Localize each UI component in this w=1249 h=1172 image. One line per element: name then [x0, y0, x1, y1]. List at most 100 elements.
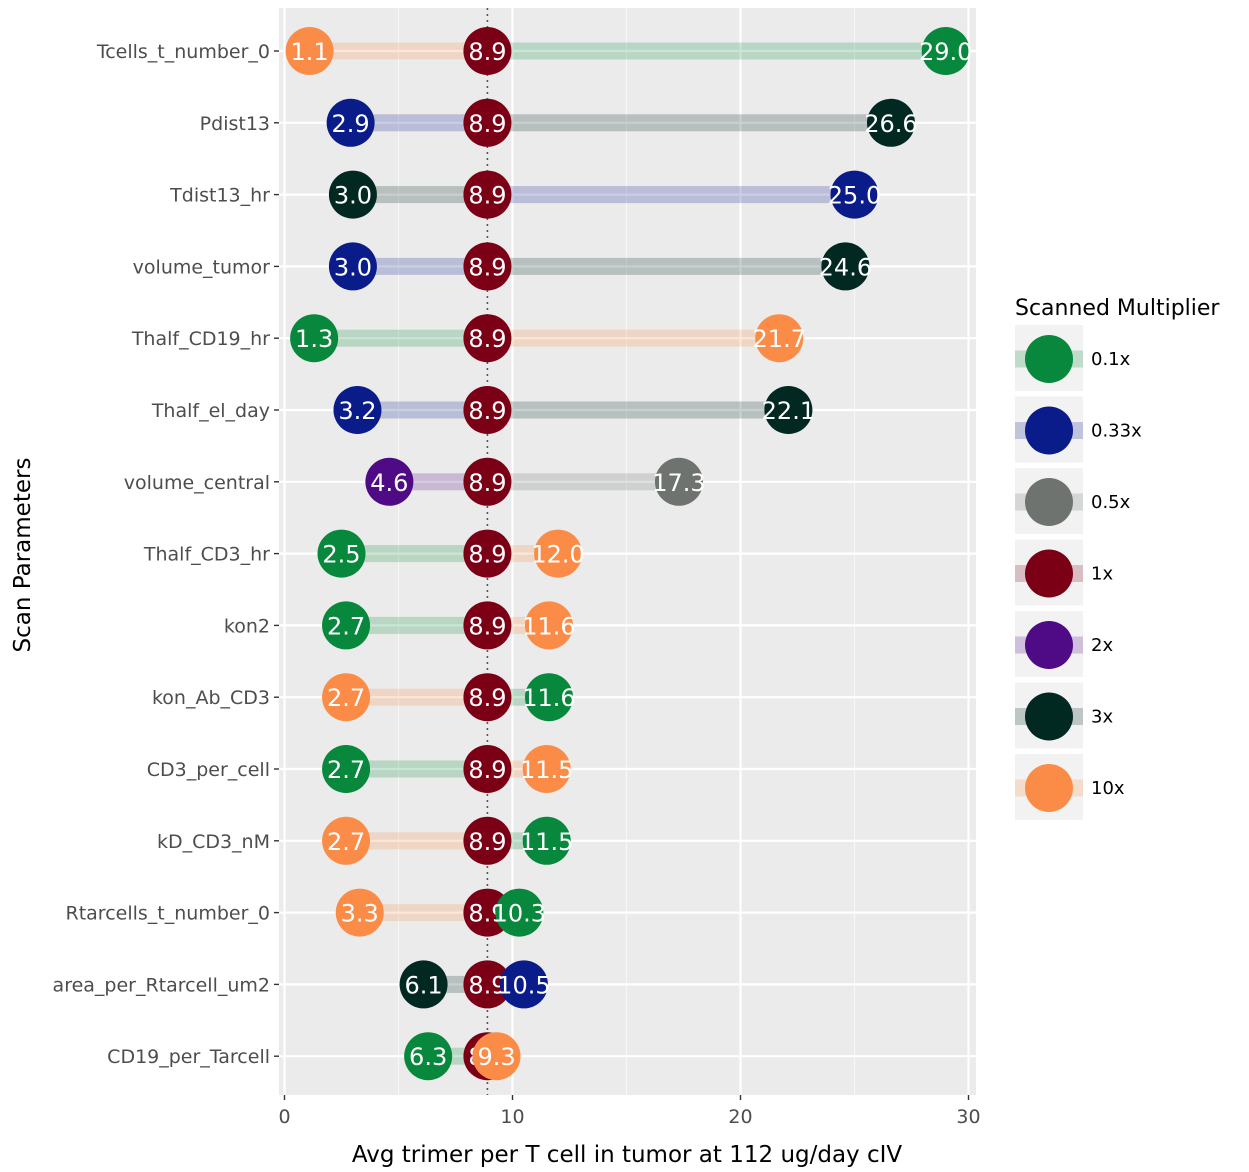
point-baseline	[463, 816, 512, 865]
y-tick-label: kon_Ab_CD3	[152, 687, 270, 709]
legend-entry-label: 0.1x	[1091, 349, 1131, 370]
point-high	[524, 601, 573, 650]
point-high	[499, 960, 548, 1009]
point-high	[866, 98, 915, 147]
point-low-label: 2.9	[332, 110, 370, 138]
legend-key-dot	[1025, 764, 1073, 812]
point-baseline	[463, 745, 512, 793]
legend-entry-label: 3x	[1091, 707, 1113, 728]
y-axis: Tcells_t_number_0 Pdist13 Tdist13_hrvolume…	[53, 41, 279, 1068]
x-tick-label: 30	[956, 1106, 980, 1128]
point-baseline-label: 8.9	[468, 253, 506, 281]
range-bar	[346, 616, 488, 634]
y-tick-label: Tcells_t_number_0	[96, 41, 270, 63]
range-bars	[309, 42, 946, 1065]
point-low	[328, 170, 377, 219]
point-high-label: 22.1	[762, 397, 815, 425]
point-low	[335, 888, 384, 937]
point-baseline	[463, 457, 512, 506]
point-low	[285, 27, 334, 75]
point-low-label: 1.1	[290, 38, 328, 66]
legend-entry-label: 1x	[1091, 564, 1113, 585]
y-tick-label: Tdist13_hr	[169, 185, 270, 207]
y-tick-label: CD19_per_Tarcell	[107, 1046, 270, 1068]
point-low	[322, 745, 371, 793]
range-bar	[487, 186, 855, 204]
point-low-label: 1.3	[295, 325, 333, 353]
point-low-label: 2.7	[327, 612, 365, 640]
point-low-label: 3.0	[334, 253, 372, 281]
point-high	[830, 170, 879, 219]
point-high	[522, 816, 571, 865]
point-high-label: 26.6	[864, 110, 917, 138]
range-bar	[352, 257, 488, 275]
point-baseline	[463, 98, 512, 147]
point-baseline-label: 8.9	[468, 182, 506, 210]
point-low	[317, 529, 366, 578]
range-bar	[359, 904, 488, 922]
point-baseline-label: 8.9	[468, 541, 506, 569]
y-tick-label: Rtarcells_t_number_0	[66, 903, 270, 925]
point-baseline	[463, 529, 512, 578]
point-high	[755, 314, 804, 363]
point-low-label: 4.6	[370, 469, 408, 497]
point-low	[290, 314, 339, 363]
point-low-label: 3.3	[341, 900, 379, 928]
point-high-label: 10.5	[497, 971, 550, 999]
point-high	[522, 745, 571, 793]
point-baseline	[463, 242, 512, 291]
point-high-label: 10.3	[493, 900, 546, 928]
point-low	[322, 601, 371, 650]
legend: Scanned Multiplier 0.1x 0.33x 0.5x 1x 2x 3x 10…	[1015, 296, 1220, 820]
point-low	[322, 816, 371, 865]
point-baseline-label: 8.9	[468, 38, 506, 66]
point-baseline-label: 8.9	[468, 110, 506, 138]
range-bar	[346, 832, 488, 850]
range-bar	[487, 473, 679, 491]
point-high	[921, 27, 970, 75]
point-baseline	[463, 170, 512, 219]
point-baseline-label: 8.9	[468, 684, 506, 712]
point-high-label: 11.6	[522, 612, 575, 640]
point-low	[333, 386, 382, 434]
x-axis: 0 10 20 30	[278, 1095, 981, 1128]
point-high-label: 25.0	[828, 182, 881, 210]
x-tick-label: 20	[728, 1106, 752, 1128]
point-high-label: 29.0	[919, 38, 972, 66]
x-tick-label: 0	[278, 1106, 290, 1128]
range-bar	[487, 401, 789, 419]
y-tick-label: kon2	[224, 615, 270, 637]
point-low-label: 6.1	[404, 971, 442, 999]
range-bar	[487, 257, 846, 275]
point-high-label: 9.3	[477, 1043, 515, 1071]
point-low	[328, 242, 377, 291]
point-low-label: 6.3	[409, 1043, 447, 1071]
point-baseline	[463, 601, 512, 650]
range-bar	[357, 401, 488, 419]
y-tick-label: volume_central	[124, 472, 270, 494]
point-low	[322, 673, 371, 722]
y-tick-label: kD_CD3_nM	[157, 831, 270, 853]
legend-key-dot	[1025, 621, 1073, 669]
point-low	[399, 960, 448, 1009]
y-tick-label: Thalf_el_day	[151, 400, 270, 422]
point-baseline	[463, 386, 512, 434]
point-baseline	[463, 27, 512, 75]
legend-key-dot	[1025, 549, 1073, 598]
y-tick-label: Thalf_CD19_hr	[131, 328, 270, 350]
point-low-label: 2.7	[327, 756, 365, 784]
y-tick-label: area_per_Rtarcell_um2	[53, 974, 270, 996]
x-axis-title: Avg trimer per T cell in tumor at 112 ug…	[352, 1142, 903, 1168]
range-bar	[487, 114, 891, 132]
legend-key-dot	[1025, 335, 1073, 383]
point-high	[534, 529, 583, 578]
point-low	[404, 1032, 453, 1081]
legend-entry-label: 2x	[1091, 635, 1113, 656]
point-baseline-label: 8.9	[468, 469, 506, 497]
range-bar	[309, 42, 488, 60]
legend-title: Scanned Multiplier	[1015, 296, 1220, 321]
range-bar	[350, 114, 488, 132]
point-high-label: 11.5	[520, 756, 573, 784]
range-bar	[389, 473, 488, 491]
